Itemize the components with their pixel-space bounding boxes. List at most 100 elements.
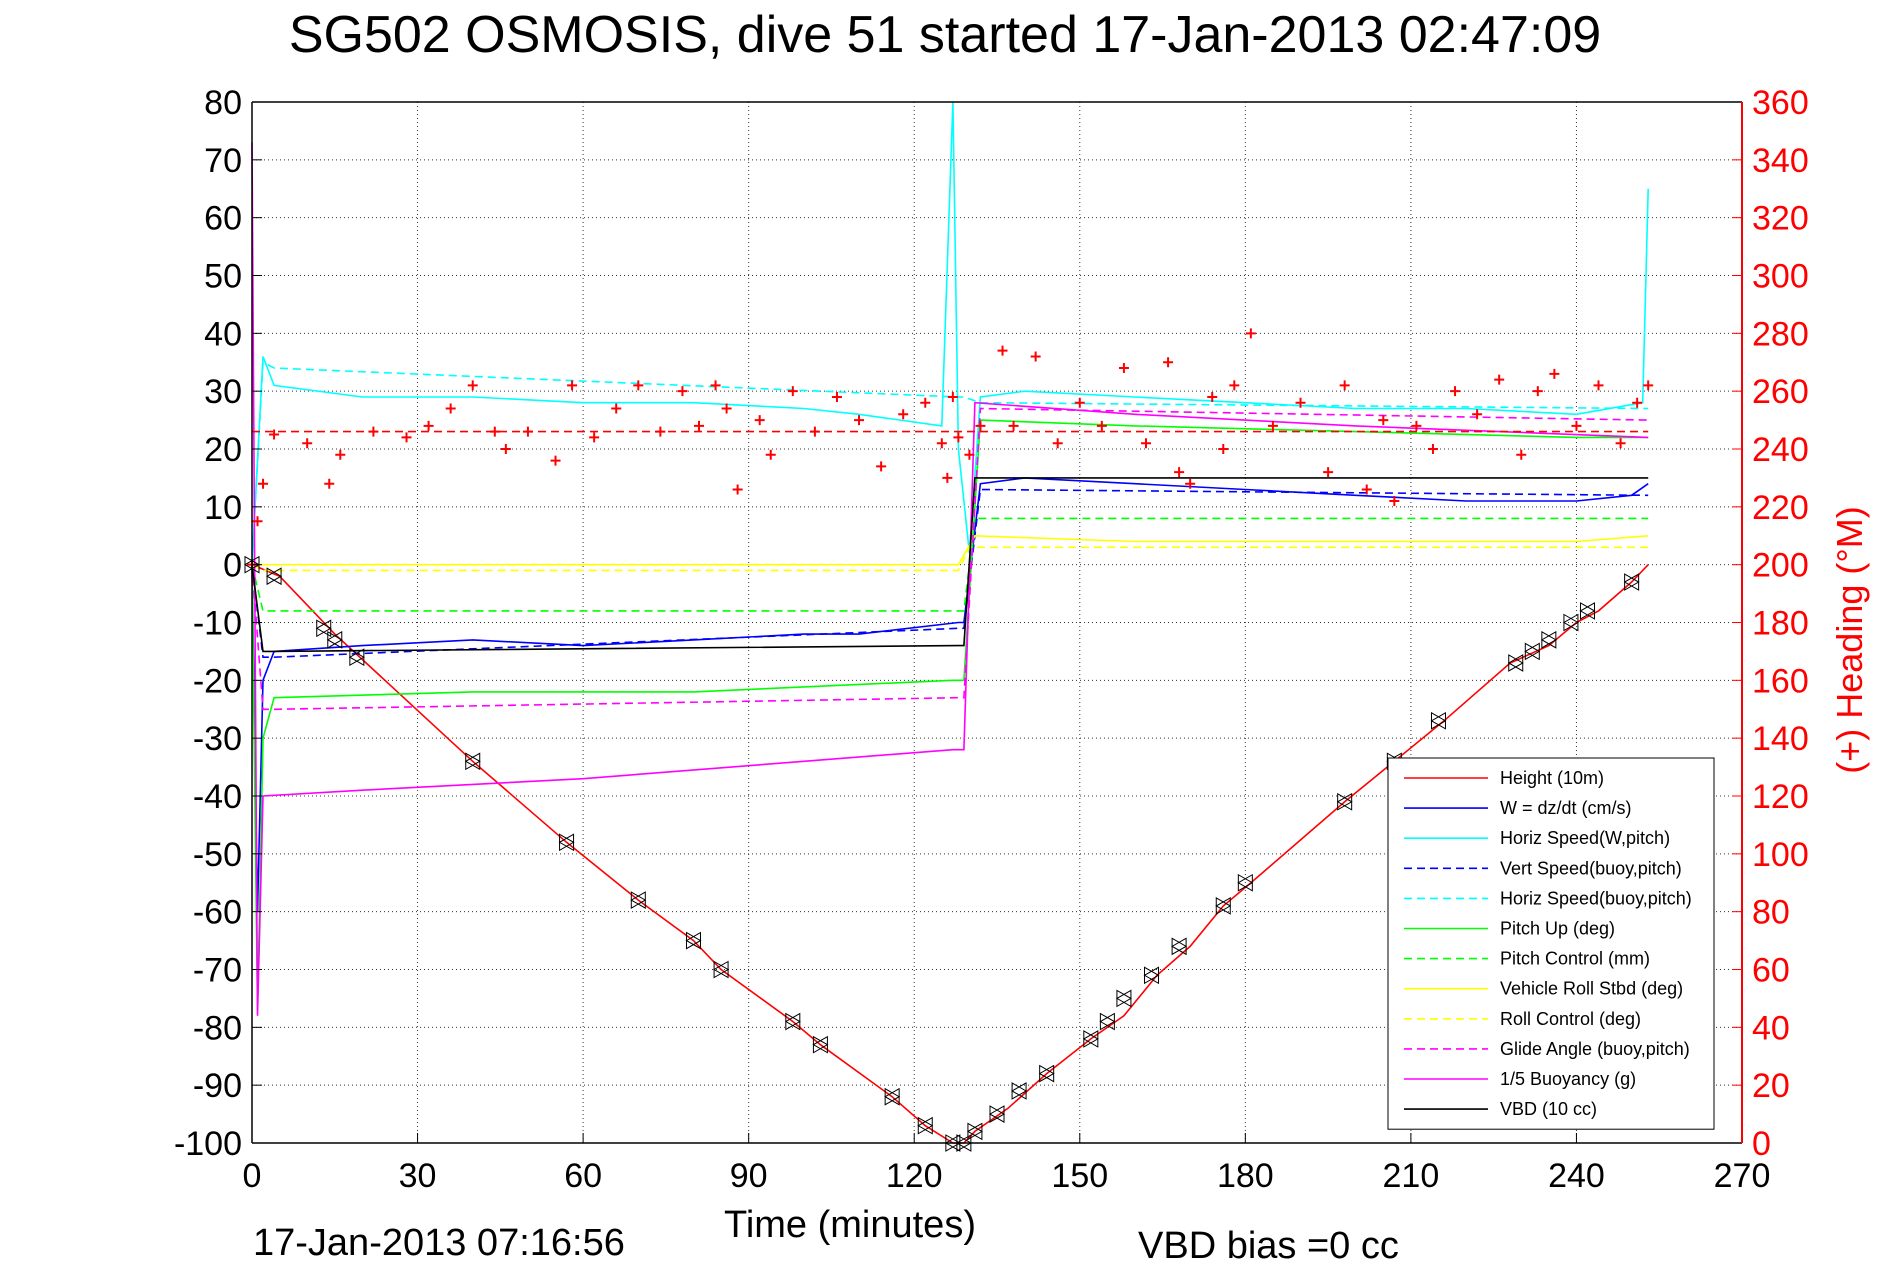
- heading-point: [953, 432, 964, 443]
- heading-point: [324, 478, 335, 489]
- heading-point: [787, 386, 798, 397]
- heading-point: [677, 386, 688, 397]
- heading-point: [947, 391, 958, 402]
- vbd-marker-mirror: [1115, 989, 1132, 1008]
- y-tick-label: 20: [204, 431, 242, 469]
- heading-point: [1008, 420, 1019, 431]
- heading-point: [920, 397, 931, 408]
- y-tick-label: -60: [193, 894, 242, 932]
- heading-point: [854, 415, 865, 426]
- y-tick-label: -90: [193, 1067, 242, 1105]
- y2-tick-label: 0: [1752, 1125, 1771, 1163]
- vbd-marker-mirror: [266, 567, 282, 586]
- vbd-marker-mirror: [1579, 602, 1595, 620]
- vbd-marker-mirror: [464, 752, 481, 771]
- legend-label-horiz-speed-buoy-pitch: Horiz Speed(buoy,pitch): [1500, 888, 1692, 908]
- series-pitch-control-mm: [251, 517, 1649, 612]
- heading-point: [1549, 368, 1560, 379]
- vbd-marker-mirror: [1082, 1030, 1099, 1048]
- y2-tick-label: 200: [1752, 547, 1809, 585]
- heading-point: [831, 391, 842, 402]
- vbd-marker-mirror: [1215, 897, 1231, 915]
- x-axis-label: Time (minutes): [724, 1204, 976, 1246]
- grid: [252, 102, 1742, 1143]
- heading-point: [1378, 415, 1389, 426]
- series-1-5-buoyancy-g: [251, 142, 1649, 1016]
- series-w-dz-dt-cm-s: [251, 477, 1649, 912]
- vbd-marker-mirror: [1237, 873, 1253, 892]
- heading-point: [335, 449, 346, 460]
- heading-point: [252, 516, 263, 527]
- heading-point: [1323, 467, 1334, 478]
- heading-point: [423, 420, 434, 431]
- y-tick-label: -70: [193, 952, 242, 990]
- legend-label-vehicle-roll-stbd-deg: Vehicle Roll Stbd (deg): [1500, 979, 1683, 999]
- vbd-marker-mirror: [1562, 613, 1579, 632]
- heading-point: [1096, 420, 1107, 431]
- legend-box: [1387, 757, 1715, 1130]
- series-pitch-up-deg: [251, 419, 1649, 1011]
- series-roll-control-deg: [251, 546, 1649, 572]
- y2-tick-label: 260: [1752, 373, 1809, 411]
- heading-point: [1174, 467, 1185, 478]
- y2-tick-label: 300: [1752, 258, 1809, 296]
- heading-point: [1494, 374, 1505, 385]
- y2-tick-label: 360: [1752, 84, 1809, 122]
- vbd-marker-mirror: [315, 619, 332, 638]
- heading-point: [1593, 380, 1604, 391]
- series-height-10m: [251, 563, 1649, 1144]
- heading-point: [550, 455, 561, 466]
- y-tick-label: -10: [193, 605, 242, 643]
- heading-point: [1427, 444, 1438, 454]
- heading-point: [1450, 386, 1461, 397]
- legend-label-vbd-10-cc: VBD (10 cc): [1500, 1099, 1597, 1119]
- series-layer: [247, 101, 1654, 1144]
- y2-tick-label: 60: [1752, 952, 1790, 990]
- series-horiz-speed-w-pitch: [251, 101, 1649, 565]
- vbd-marker-mirror: [685, 931, 701, 950]
- y-tick-label: -20: [193, 662, 242, 700]
- vbd-marker-mirror: [812, 1035, 828, 1054]
- vbd-marker-mirror: [1623, 573, 1640, 591]
- footer-timestamp: 17-Jan-2013 07:16:56: [253, 1222, 625, 1262]
- y-tick-label: -30: [193, 720, 242, 758]
- heading-point: [1361, 484, 1372, 495]
- y-tick-label: -100: [174, 1125, 242, 1163]
- series-glide-angle-buoy-pitch: [251, 407, 1649, 711]
- x-tick-label: 0: [243, 1157, 262, 1195]
- x-tick-label: 60: [564, 1157, 602, 1195]
- y2-tick-label: 240: [1752, 431, 1809, 469]
- heading-point: [1185, 478, 1196, 489]
- vbd-marker-mirror: [348, 648, 365, 667]
- legend-label-1-5-buoyancy-g: 1/5 Buoyancy (g): [1500, 1069, 1636, 1089]
- legend-label-pitch-control-mm: Pitch Control (mm): [1500, 949, 1650, 969]
- heading-point: [898, 409, 909, 420]
- vbd-marker-mirror: [1011, 1082, 1027, 1100]
- heading-point: [1643, 380, 1654, 391]
- vbd-marker-mirror: [1540, 630, 1557, 649]
- y2-tick-label: 20: [1752, 1067, 1790, 1105]
- heading-point: [1472, 409, 1483, 420]
- vbd-marker-mirror: [326, 630, 343, 649]
- y-tick-label: -80: [193, 1009, 242, 1047]
- heading-point: [1632, 397, 1643, 408]
- y2-tick-label: 220: [1752, 489, 1809, 527]
- x-tick-label: 210: [1383, 1157, 1440, 1195]
- heading-point: [975, 420, 986, 431]
- x-tick-label: 180: [1217, 1157, 1274, 1195]
- vbd-marker-mirror: [917, 1116, 933, 1135]
- heading-point: [1615, 438, 1626, 449]
- heading-point: [567, 380, 578, 391]
- x-tick-label: 30: [399, 1157, 437, 1195]
- vbd-marker-mirror: [784, 1012, 801, 1031]
- series-vert-speed-buoy-pitch: [251, 488, 1649, 659]
- vbd-marker-mirror: [966, 1122, 983, 1141]
- legend-label-roll-control-deg: Roll Control (deg): [1500, 1009, 1641, 1029]
- vbd-markers: [243, 555, 1640, 1152]
- heading-point: [942, 472, 953, 483]
- legend-label-glide-angle-buoy-pitch: Glide Angle (buoy,pitch): [1500, 1039, 1690, 1059]
- y-tick-label: 60: [204, 200, 242, 238]
- heading-point: [1118, 363, 1129, 374]
- legend-label-pitch-up-deg: Pitch Up (deg): [1500, 919, 1615, 939]
